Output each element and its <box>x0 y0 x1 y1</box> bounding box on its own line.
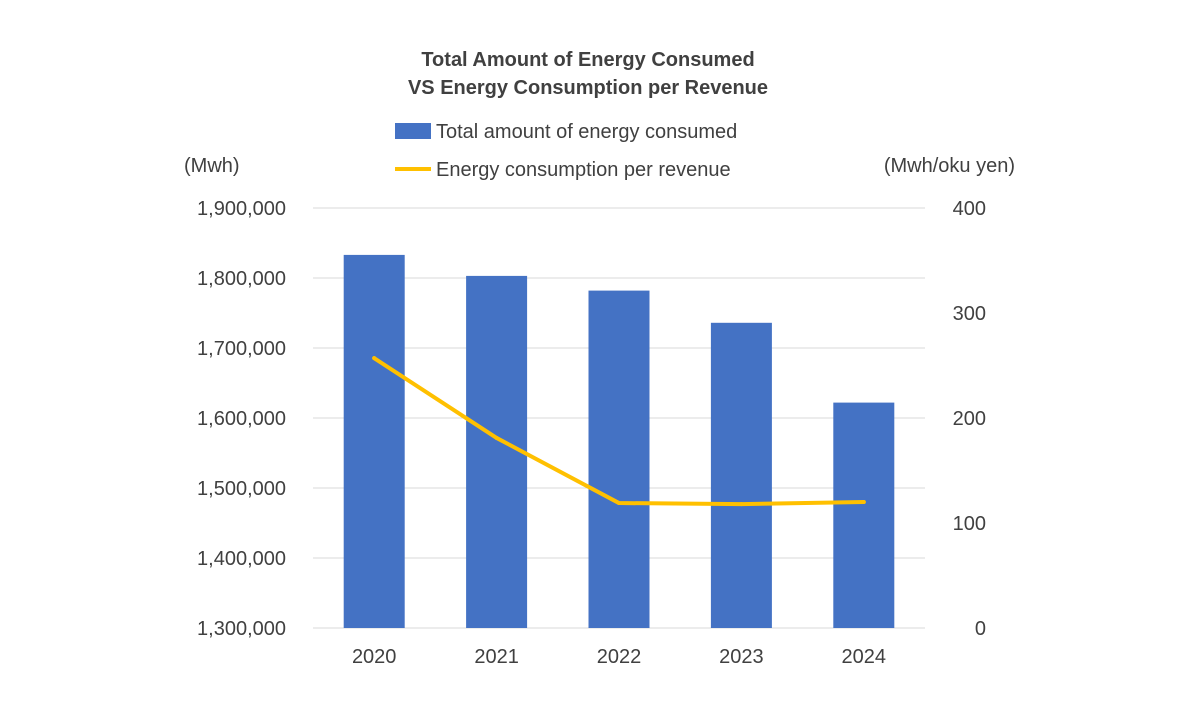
left-tick-label: 1,600,000 <box>197 408 286 430</box>
left-tick-label: 1,800,000 <box>197 268 286 290</box>
right-tick-label: 200 <box>953 408 986 430</box>
line-point-2020 <box>372 356 377 361</box>
bar-2020 <box>343 254 405 628</box>
bar-2023 <box>710 322 772 628</box>
legend: Total amount of energy consumed Energy c… <box>395 121 737 181</box>
left-tick-label: 1,300,000 <box>197 618 286 640</box>
line-point-2024 <box>861 500 866 504</box>
line-point-2023 <box>739 502 744 507</box>
x-tick-label: 2022 <box>597 646 642 668</box>
line-series <box>372 356 866 507</box>
chart-title-line-1: Total Amount of Energy Consumed <box>421 49 754 71</box>
chart-title-line-2: VS Energy Consumption per Revenue <box>408 77 768 99</box>
legend-line-label: Energy consumption per revenue <box>436 159 731 181</box>
x-tick-label: 2023 <box>719 646 764 668</box>
right-tick-label: 100 <box>953 513 986 535</box>
left-axis-ticks: 1,300,000 1,400,000 1,500,000 1,600,000 1,70… <box>197 198 286 640</box>
x-tick-label: 2021 <box>474 646 519 668</box>
x-tick-label: 2020 <box>352 646 397 668</box>
bar-series <box>343 254 895 628</box>
right-axis-unit: (Mwh/oku yen) <box>884 155 1015 177</box>
legend-bar-swatch <box>395 123 431 139</box>
right-axis-ticks: 0 100 200 300 400 <box>953 198 986 640</box>
right-tick-label: 400 <box>953 198 986 220</box>
left-tick-label: 1,700,000 <box>197 338 286 360</box>
line-point-2022 <box>617 501 621 506</box>
left-tick-label: 1,400,000 <box>197 548 286 570</box>
right-tick-label: 0 <box>975 618 986 640</box>
right-tick-label: 300 <box>953 303 986 325</box>
bar-2021 <box>466 275 528 628</box>
left-tick-label: 1,500,000 <box>197 478 286 500</box>
left-axis-unit: (Mwh) <box>184 155 240 177</box>
line-point-2021 <box>494 435 499 440</box>
bar-2024 <box>833 402 895 628</box>
bar-2022 <box>588 290 650 628</box>
chart-title: Total Amount of Energy Consumed VS Energ… <box>408 49 768 99</box>
x-axis-ticks: 2020 2021 2022 2023 2024 <box>352 646 886 668</box>
left-tick-label: 1,900,000 <box>197 198 286 220</box>
legend-bar-label: Total amount of energy consumed <box>436 121 737 143</box>
x-tick-label: 2024 <box>842 646 887 668</box>
